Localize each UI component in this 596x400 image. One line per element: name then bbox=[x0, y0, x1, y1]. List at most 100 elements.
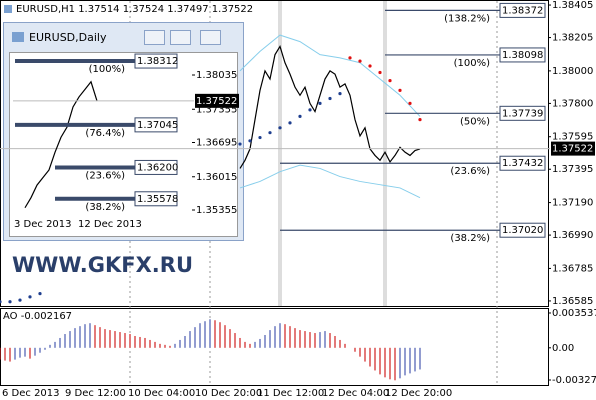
sar-dot bbox=[388, 79, 392, 83]
sar-dot bbox=[418, 118, 422, 122]
watermark: WWW.GKFX.RU bbox=[12, 253, 193, 277]
sar-dot bbox=[318, 101, 322, 106]
sar-dot bbox=[408, 101, 412, 106]
sar-dot bbox=[348, 56, 352, 60]
indicator-label: AO -0.002167 bbox=[3, 311, 72, 322]
window-icon bbox=[12, 32, 24, 42]
price-frame bbox=[0, 0, 549, 307]
x-label: 11 Dec 12:00 bbox=[257, 388, 324, 399]
window-buttons[interactable] bbox=[144, 30, 221, 45]
fib-price: 1.37432 bbox=[502, 158, 543, 169]
y-tick-label: 1.38205 bbox=[552, 33, 593, 44]
separator bbox=[383, 1, 387, 306]
sar-dot bbox=[0, 300, 2, 304]
minimize-button[interactable] bbox=[144, 30, 165, 45]
sar-dot bbox=[328, 96, 332, 101]
fib-price-box bbox=[499, 222, 546, 238]
sar-dot bbox=[248, 139, 252, 143]
fib-price: 1.35578 bbox=[137, 194, 178, 205]
series-line bbox=[239, 45, 421, 169]
close-button[interactable] bbox=[200, 30, 221, 45]
separator bbox=[278, 1, 282, 306]
window-title: EURUSD,Daily bbox=[29, 31, 107, 44]
sar-dot bbox=[308, 108, 312, 112]
icon bbox=[4, 5, 12, 13]
y-tick-label: 1.36990 bbox=[552, 230, 593, 241]
y-tick-label: 1.37190 bbox=[552, 198, 593, 209]
sar-dot bbox=[288, 121, 292, 125]
fib-price-box bbox=[134, 53, 178, 69]
sar-dot bbox=[38, 292, 42, 296]
fib-price-box bbox=[134, 191, 178, 207]
sar-dot bbox=[268, 131, 272, 135]
y-tick-label: 0.003537 bbox=[552, 308, 596, 319]
fib-price: 1.38098 bbox=[502, 50, 543, 61]
sar-dot bbox=[258, 135, 262, 140]
sar-dot bbox=[8, 300, 12, 304]
fib-price-box bbox=[499, 155, 546, 171]
ao-frame bbox=[0, 308, 549, 386]
fib-name: (50%) bbox=[460, 116, 490, 127]
sar-dot bbox=[278, 126, 282, 130]
inset-window: EURUSD,Daily bbox=[3, 22, 244, 241]
fib-name: (100%) bbox=[89, 64, 125, 75]
sar-dot bbox=[238, 142, 242, 146]
sar-dot bbox=[298, 114, 302, 119]
fib-price: 1.37020 bbox=[502, 225, 543, 236]
y-tick-label: 1.38035 bbox=[196, 70, 237, 81]
x-label: 12 Dec 04:00 bbox=[322, 388, 389, 399]
x-label: 3 Dec 2013 bbox=[14, 219, 72, 230]
x-label: 12 Dec 2013 bbox=[78, 219, 142, 230]
y-tick-label: -0.003271 bbox=[552, 375, 596, 386]
y-tick-label: 1.36695 bbox=[196, 138, 237, 149]
series-line bbox=[239, 164, 421, 199]
fib-price: 1.38372 bbox=[502, 5, 543, 16]
fib-name: (138.2%) bbox=[444, 13, 490, 24]
fib-price-box bbox=[134, 159, 178, 175]
y-tick-label: 1.36015 bbox=[196, 172, 237, 183]
current-price-box bbox=[551, 141, 595, 156]
fib-name: (23.6%) bbox=[85, 170, 125, 181]
x-label: 10 Dec 04:00 bbox=[128, 388, 195, 399]
maximize-button[interactable] bbox=[170, 30, 191, 45]
sar-dot bbox=[378, 70, 382, 75]
fib-name: (23.6%) bbox=[450, 166, 490, 177]
sar-dot bbox=[398, 88, 402, 92]
y-tick-label: 0.00 bbox=[552, 343, 574, 354]
fib-name: (100%) bbox=[454, 58, 490, 69]
series-line bbox=[24, 80, 98, 209]
y-tick-label: 1.37595 bbox=[552, 132, 593, 143]
fib-price-box bbox=[134, 117, 178, 133]
x-label: 9 Dec 12:00 bbox=[65, 388, 126, 399]
fib-price: 1.36200 bbox=[137, 162, 178, 173]
y-tick-label: 1.35355 bbox=[196, 205, 237, 216]
current-price: 1.37522 bbox=[196, 96, 237, 107]
chart-header: EURUSD,H1 1.37514 1.37524 1.37497 1.3752… bbox=[16, 4, 253, 15]
sar-dot bbox=[338, 92, 342, 96]
y-tick-label: 1.36785 bbox=[552, 263, 593, 274]
fib-price-box bbox=[499, 47, 546, 63]
y-tick-label: 1.38405 bbox=[552, 0, 593, 11]
sar-dot bbox=[368, 64, 372, 68]
y-tick-label: 1.37395 bbox=[552, 164, 593, 175]
x-label: 10 Dec 20:00 bbox=[195, 388, 262, 399]
fib-name: (38.2%) bbox=[85, 202, 125, 213]
fib-name: (76.4%) bbox=[85, 128, 125, 139]
fib-name: (38.2%) bbox=[450, 233, 490, 244]
y-tick-label: 1.37355 bbox=[196, 104, 237, 115]
y-tick-label: 1.36585 bbox=[552, 296, 593, 307]
x-label: 6 Dec 2013 bbox=[2, 388, 60, 399]
fib-price: 1.37739 bbox=[502, 108, 543, 119]
window-body bbox=[9, 52, 238, 237]
fib-price-box bbox=[499, 105, 546, 121]
fib-price: 1.38312 bbox=[137, 56, 178, 67]
sar-dot bbox=[358, 59, 362, 63]
series-line bbox=[239, 34, 421, 117]
y-tick-label: 1.38000 bbox=[552, 66, 593, 77]
sar-dot bbox=[18, 298, 22, 302]
fib-price-box bbox=[499, 2, 546, 18]
y-tick-label: 1.37800 bbox=[552, 98, 593, 109]
sar-dot bbox=[28, 295, 32, 299]
x-label: 12 Dec 20:00 bbox=[385, 388, 452, 399]
